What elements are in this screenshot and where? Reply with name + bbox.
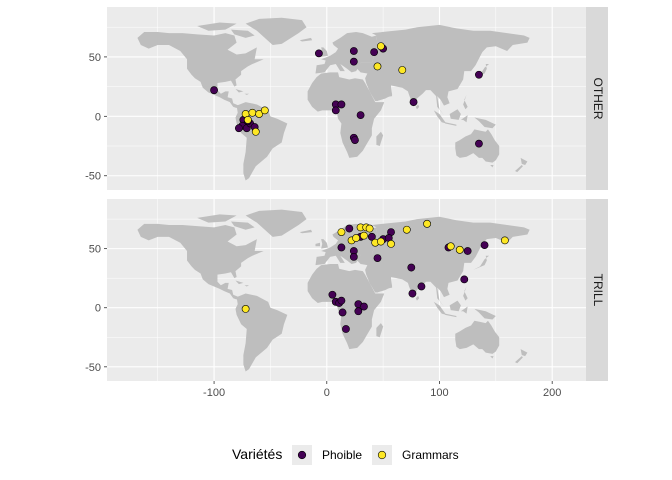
data-point-grammars xyxy=(455,245,464,254)
data-point-phoible xyxy=(367,232,376,241)
x-tick-label: 0 xyxy=(324,387,330,399)
y-axis-trill: -50 0 50 xyxy=(85,244,107,374)
data-point-phoible xyxy=(331,106,340,115)
data-point-phoible xyxy=(460,275,469,284)
data-point-grammars xyxy=(360,231,368,240)
data-point-phoible xyxy=(356,111,365,120)
legend-label-grammars: Grammars xyxy=(402,448,459,462)
data-point-grammars xyxy=(376,42,385,51)
data-point-phoible xyxy=(349,253,358,261)
data-point-grammars xyxy=(241,305,250,313)
data-point-phoible xyxy=(408,289,417,298)
legend-marker-phoible xyxy=(297,450,307,460)
data-point-phoible xyxy=(337,296,346,305)
strip-background xyxy=(586,199,608,381)
data-point-grammars xyxy=(376,237,385,246)
series-grammars xyxy=(241,42,407,136)
data-point-phoible xyxy=(314,49,323,58)
y-tick-label: 50 xyxy=(89,244,101,256)
y-axis-other: -50 0 50 xyxy=(85,52,107,183)
data-point-phoible xyxy=(409,98,418,106)
facet-strip-other: OTHER xyxy=(586,7,608,190)
data-point-grammars xyxy=(500,236,509,245)
legend-title: Variétés xyxy=(232,446,282,462)
data-point-phoible xyxy=(351,136,359,144)
data-point-phoible xyxy=(349,47,358,55)
facet-panel-trill: TRILL xyxy=(107,199,608,381)
strip-label: TRILL xyxy=(591,274,605,307)
y-tick-label: 0 xyxy=(95,303,101,315)
data-point-phoible xyxy=(342,325,350,333)
data-point-grammars xyxy=(243,115,252,124)
data-point-phoible xyxy=(210,86,218,95)
x-axis: -100 0 100 200 xyxy=(203,381,561,399)
data-point-phoible xyxy=(234,124,243,133)
data-point-grammars xyxy=(398,66,407,74)
data-point-grammars xyxy=(365,224,374,233)
y-tick-label: -50 xyxy=(85,171,101,183)
series-grammars xyxy=(241,219,509,313)
y-tick-label: 0 xyxy=(95,111,101,123)
x-tick-label: 200 xyxy=(543,387,561,399)
x-tick-label: 100 xyxy=(430,387,448,399)
data-point-phoible xyxy=(475,139,483,148)
y-tick-label: -50 xyxy=(85,362,101,374)
facet-panel-other: OTHER xyxy=(107,7,608,190)
legend: Variétés Phoible Grammars xyxy=(232,445,459,465)
legend-label-phoible: Phoible xyxy=(322,448,362,462)
data-point-grammars xyxy=(402,225,411,234)
data-point-grammars xyxy=(260,106,269,115)
legend-marker-grammars xyxy=(377,450,387,460)
data-point-phoible xyxy=(475,70,483,79)
data-point-phoible xyxy=(338,308,347,317)
data-point-phoible xyxy=(370,48,379,57)
data-point-phoible xyxy=(328,290,337,299)
data-point-phoible xyxy=(345,224,354,233)
data-point-grammars xyxy=(373,62,382,71)
data-point-grammars xyxy=(352,234,360,242)
data-point-grammars xyxy=(248,108,257,117)
data-point-grammars xyxy=(446,242,455,251)
data-point-phoible xyxy=(480,241,489,249)
y-tick-label: 50 xyxy=(89,52,101,64)
data-point-grammars xyxy=(251,127,260,136)
data-point-phoible xyxy=(407,263,416,272)
data-point-phoible xyxy=(373,254,382,262)
data-point-grammars xyxy=(337,228,346,236)
strip-background xyxy=(586,7,608,190)
data-point-grammars xyxy=(387,240,395,248)
data-point-phoible xyxy=(354,307,363,316)
data-point-grammars xyxy=(255,110,264,118)
data-point-phoible xyxy=(349,57,358,66)
strip-label: OTHER xyxy=(591,78,605,120)
data-point-phoible xyxy=(360,302,368,311)
x-tick-label: -100 xyxy=(203,387,225,399)
data-point-phoible xyxy=(337,243,346,252)
data-point-grammars xyxy=(423,219,431,228)
data-point-phoible xyxy=(337,100,346,109)
data-point-phoible xyxy=(463,247,472,255)
facet-strip-trill: TRILL xyxy=(586,199,608,381)
data-point-phoible xyxy=(417,282,426,291)
